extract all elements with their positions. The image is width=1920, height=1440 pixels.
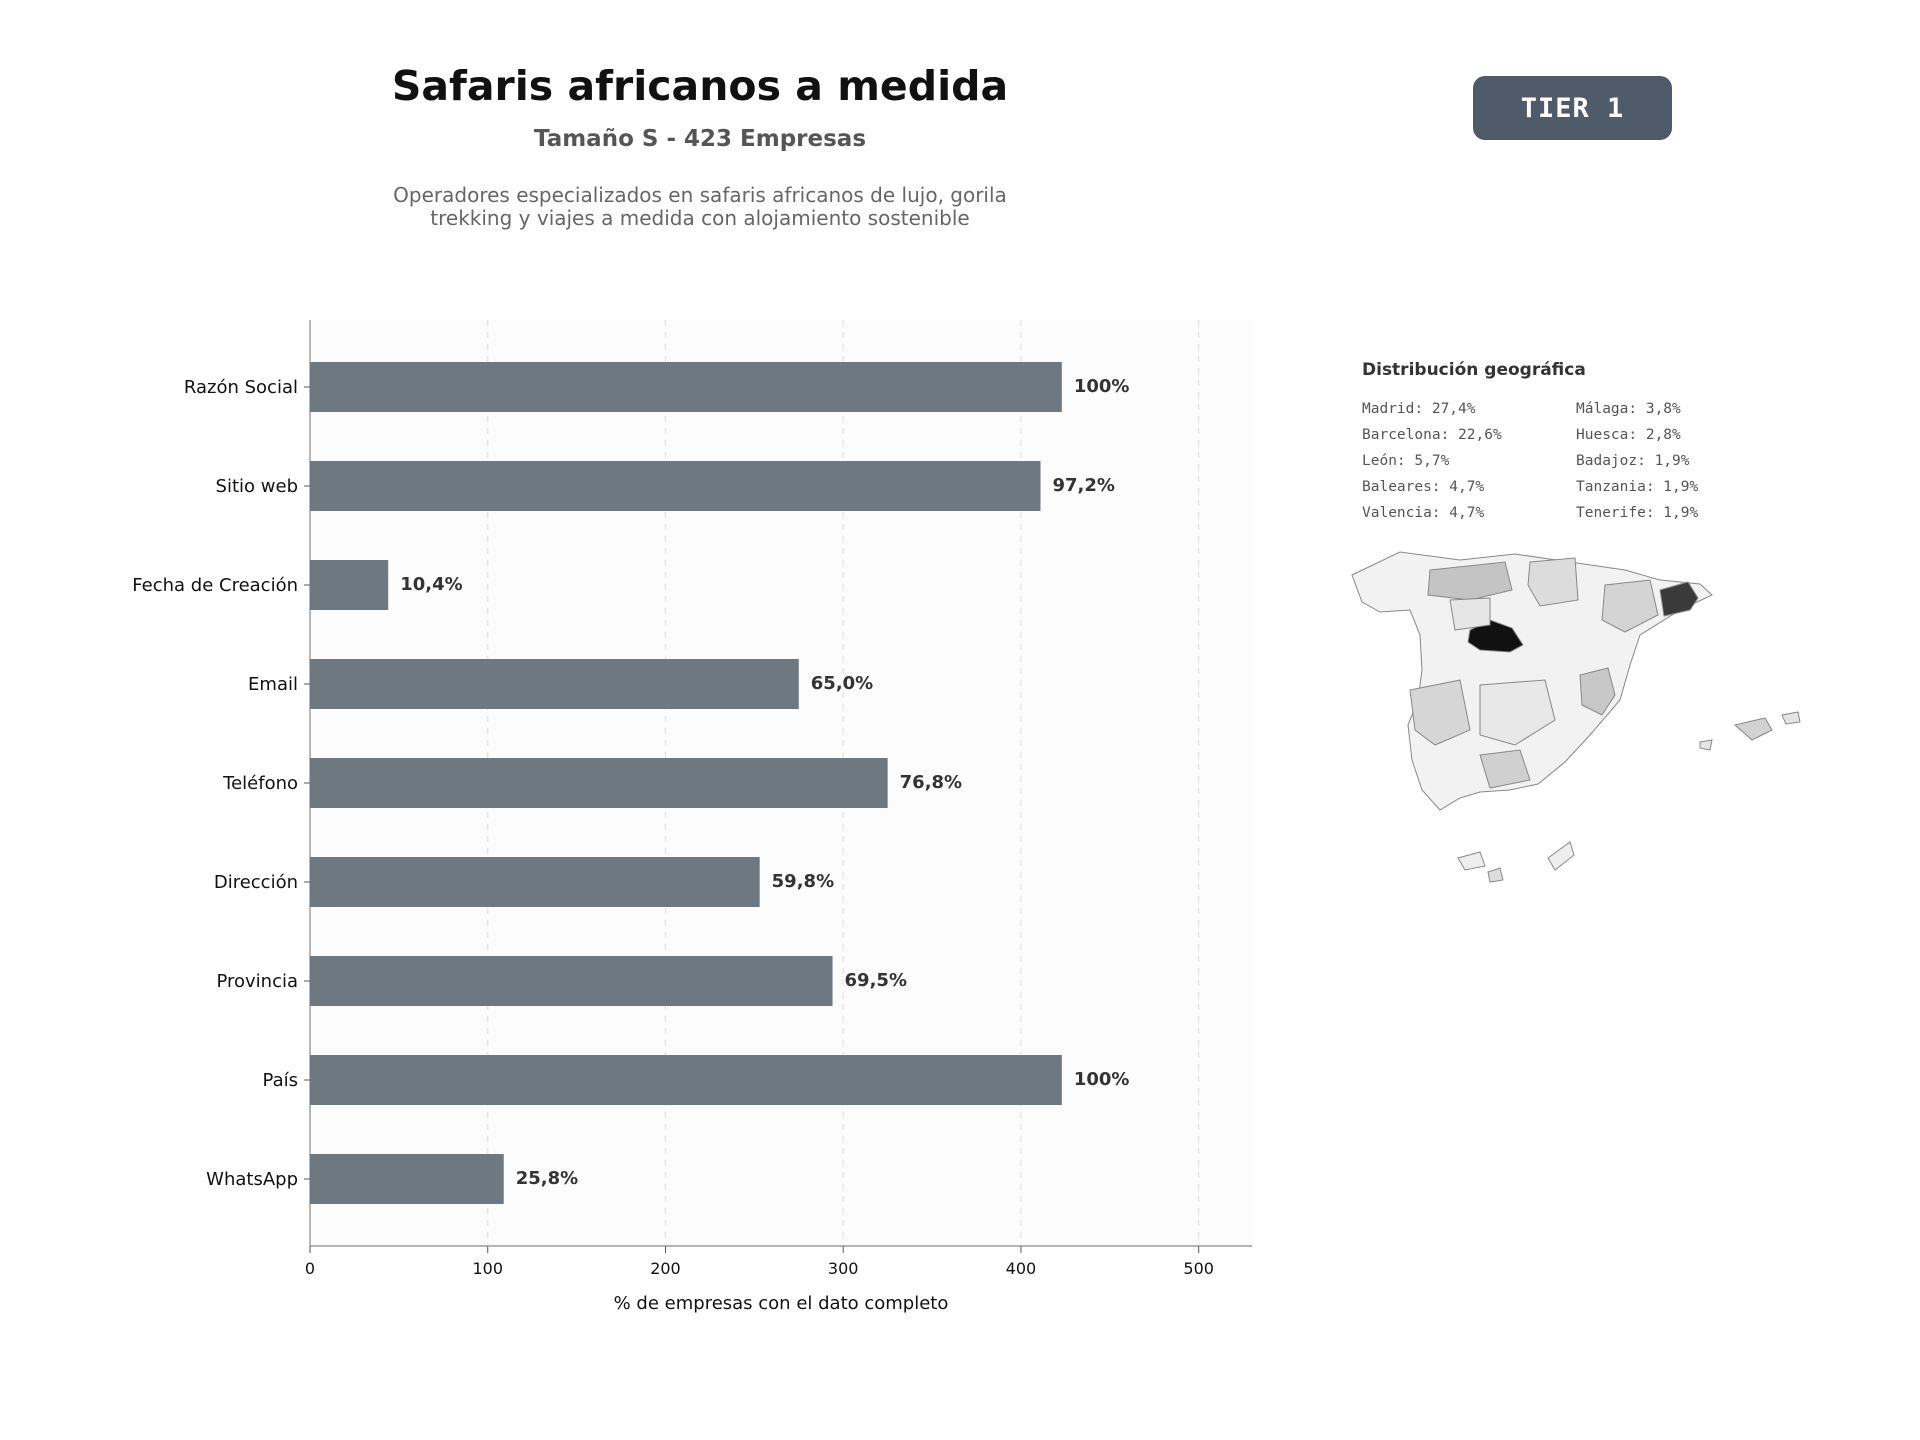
spain-choropleth-map	[1351, 551, 1801, 883]
x-axis-title: % de empresas con el dato completo	[614, 1293, 949, 1314]
bar	[310, 1154, 504, 1204]
geo-list-right: Málaga: 3,8% Huesca: 2,8% Badajoz: 1,9% …	[1576, 396, 1698, 526]
data-label: 10,4%	[400, 574, 462, 595]
geo-list-left: Madrid: 27,4% Barcelona: 22,6% León: 5,7…	[1362, 396, 1502, 526]
map-region	[1409, 679, 1471, 746]
category-label: Provincia	[216, 971, 298, 992]
geo-title: Distribución geográfica	[1362, 360, 1586, 380]
x-tick-label: 500	[1183, 1259, 1214, 1278]
bar	[310, 461, 1041, 511]
data-label: 69,5%	[845, 970, 907, 991]
bar	[310, 560, 389, 610]
data-label: 100%	[1074, 1069, 1130, 1090]
geo-item: Valencia: 4,7%	[1362, 505, 1485, 521]
bar	[310, 758, 888, 808]
tier-badge: TIER 1	[1473, 76, 1672, 140]
bar	[310, 1055, 1062, 1105]
category-label: Razón Social	[184, 377, 298, 398]
bar	[310, 659, 799, 709]
geo-item: Baleares: 4,7%	[1362, 479, 1485, 495]
x-tick-label: 300	[828, 1259, 859, 1278]
map-region	[1449, 597, 1491, 631]
map-region	[1699, 739, 1713, 751]
data-label: 76,8%	[900, 772, 962, 793]
x-tick-label: 100	[472, 1259, 503, 1278]
page-subtitle: Tamaño S - 423 Empresas	[533, 126, 867, 152]
category-label: WhatsApp	[206, 1169, 298, 1190]
map-region	[1467, 619, 1524, 653]
map-region	[1527, 557, 1579, 607]
x-tick-label: 0	[305, 1259, 315, 1278]
x-tick-label: 200	[650, 1259, 681, 1278]
geo-item: Badajoz: 1,9%	[1576, 453, 1690, 469]
map-region	[1547, 841, 1575, 871]
geo-item: Madrid: 27,4%	[1362, 401, 1476, 417]
bar	[310, 956, 833, 1006]
x-tick-label: 400	[1006, 1259, 1037, 1278]
geo-item: Tenerife: 1,9%	[1576, 505, 1699, 521]
map-region	[1487, 867, 1504, 883]
data-label: 65,0%	[811, 673, 873, 694]
category-label: País	[263, 1070, 298, 1091]
category-label: Dirección	[214, 872, 298, 893]
description: Operadores especializados en safaris afr…	[350, 184, 1050, 230]
bar	[310, 857, 760, 907]
geo-item: Huesca: 2,8%	[1576, 427, 1681, 443]
map-region	[1659, 581, 1699, 617]
category-label: Email	[248, 674, 298, 695]
geo-item: Barcelona: 22,6%	[1362, 427, 1502, 443]
category-label: Fecha de Creación	[132, 575, 298, 596]
map-region	[1579, 667, 1616, 716]
category-label: Teléfono	[222, 773, 298, 794]
bar-chart: 0 100 200 300 400 500 Razón Social 100% Sitio we…	[132, 320, 1252, 1314]
geo-item: Tanzania: 1,9%	[1576, 479, 1699, 495]
map-region	[1601, 579, 1659, 633]
map-region	[1457, 851, 1486, 871]
geo-item: Málaga: 3,8%	[1576, 401, 1681, 417]
geo-item: León: 5,7%	[1362, 453, 1450, 469]
data-label: 25,8%	[516, 1168, 578, 1189]
bar	[310, 362, 1062, 412]
description-line-2: trekking y viajes a medida con alojamien…	[430, 206, 970, 230]
map-region	[1733, 717, 1773, 741]
page-title: Safaris africanos a medida	[391, 62, 1009, 110]
data-label: 97,2%	[1052, 475, 1114, 496]
description-line-1: Operadores especializados en safaris afr…	[393, 183, 1007, 207]
map-region	[1781, 711, 1801, 725]
map-region	[1479, 749, 1531, 789]
map-region	[1479, 679, 1556, 746]
category-label: Sitio web	[216, 476, 298, 497]
data-label: 59,8%	[772, 871, 834, 892]
map-region	[1427, 561, 1513, 601]
data-label: 100%	[1074, 376, 1130, 397]
